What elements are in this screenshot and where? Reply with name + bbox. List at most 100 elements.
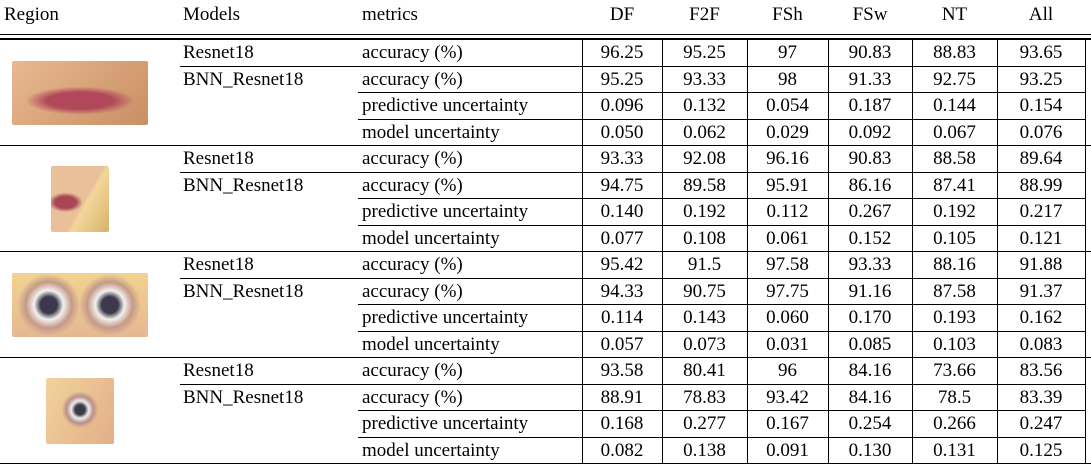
column-rule [912, 410, 913, 438]
value-cell: 93.65 [1019, 42, 1063, 63]
column-rule [912, 383, 913, 411]
value-cell: 0.029 [766, 121, 809, 143]
column-rule [828, 410, 829, 438]
value-cell: 90.75 [683, 280, 726, 302]
value-cell: 87.58 [933, 280, 976, 302]
column-rule [912, 251, 913, 279]
column-rule [997, 410, 998, 438]
model-cell: Resnet18 [183, 148, 254, 169]
column-rule [747, 436, 748, 464]
metric-cell: predictive uncertainty [362, 201, 529, 222]
column-rule [912, 357, 913, 385]
column-rule [912, 330, 913, 358]
column-rule [747, 357, 748, 385]
value-cell: 95.91 [766, 174, 809, 196]
value-cell: 0.085 [848, 333, 892, 355]
column-rule [747, 383, 748, 411]
row-rule [180, 383, 1085, 385]
value-cell: 0.143 [683, 307, 726, 328]
column-rule [747, 118, 748, 146]
column-rule [747, 304, 748, 332]
column-rule [747, 65, 748, 93]
column-rule [662, 171, 663, 199]
header-cell: FSw [852, 4, 888, 25]
column-rule [662, 277, 663, 305]
column-rule [1085, 39, 1086, 67]
value-cell: 93.25 [1019, 68, 1063, 90]
metric-cell: model uncertainty [362, 439, 500, 461]
value-cell: 0.031 [766, 333, 809, 355]
column-rule [912, 304, 913, 332]
column-rule [662, 251, 663, 279]
column-rule [662, 118, 663, 146]
value-cell: 88.99 [1019, 174, 1063, 196]
value-cell: 0.105 [933, 227, 976, 249]
column-rule [582, 92, 583, 120]
value-cell: 0.077 [600, 227, 644, 249]
value-cell: 0.193 [933, 307, 976, 328]
column-rule [662, 304, 663, 332]
value-cell: 83.56 [1019, 360, 1063, 381]
column-rule [828, 304, 829, 332]
value-cell: 96.25 [600, 42, 644, 63]
row-rule [180, 65, 1085, 67]
header-cell: FSh [772, 4, 803, 25]
column-rule [828, 92, 829, 120]
value-cell: 91.88 [1019, 254, 1063, 275]
column-rule [1085, 145, 1086, 173]
column-rule [747, 224, 748, 252]
column-rule [582, 383, 583, 411]
column-rule [747, 171, 748, 199]
value-cell: 78.5 [937, 386, 972, 408]
column-rule [662, 92, 663, 120]
value-cell: 93.33 [683, 68, 726, 90]
column-rule [912, 171, 913, 199]
metric-cell: model uncertainty [362, 121, 500, 143]
column-rule [747, 410, 748, 438]
column-rule [582, 118, 583, 146]
region-image [46, 378, 114, 444]
column-rule [582, 277, 583, 305]
value-cell: 92.75 [933, 68, 976, 90]
value-cell: 88.91 [600, 386, 644, 408]
column-rule [997, 357, 998, 385]
value-cell: 84.16 [848, 360, 892, 381]
header-cell: DF [609, 4, 635, 25]
value-cell: 97.58 [766, 254, 809, 275]
model-cell: BNN_Resnet18 [183, 280, 304, 302]
value-cell: 0.247 [1019, 413, 1063, 434]
value-cell: 0.152 [848, 227, 892, 249]
value-cell: 91.33 [848, 68, 892, 90]
value-cell: 0.131 [933, 439, 976, 461]
column-rule [747, 277, 748, 305]
column-rule [582, 65, 583, 93]
column-rule [828, 145, 829, 173]
row-rule [180, 277, 1085, 279]
value-cell: 0.061 [766, 227, 809, 249]
value-cell: 0.082 [600, 439, 644, 461]
value-cell: 98 [778, 68, 797, 90]
column-rule [662, 436, 663, 464]
model-cell: BNN_Resnet18 [183, 68, 304, 90]
column-rule [997, 92, 998, 120]
value-cell: 89.58 [683, 174, 726, 196]
column-rule [828, 39, 829, 67]
column-rule [997, 118, 998, 146]
column-rule [582, 410, 583, 438]
value-cell: 91.37 [1019, 280, 1063, 302]
value-cell: 88.83 [933, 42, 976, 63]
column-rule [582, 224, 583, 252]
value-cell: 0.121 [1019, 227, 1063, 249]
header-cell: Region [4, 4, 59, 25]
column-rule [1085, 171, 1086, 199]
column-rule [1085, 330, 1086, 358]
column-rule [997, 304, 998, 332]
row-rule [358, 92, 1085, 93]
metric-cell: accuracy (%) [362, 280, 463, 302]
column-rule [1085, 65, 1086, 93]
column-rule [747, 92, 748, 120]
metric-cell: accuracy (%) [362, 42, 463, 63]
column-rule [997, 383, 998, 411]
column-rule [662, 65, 663, 93]
